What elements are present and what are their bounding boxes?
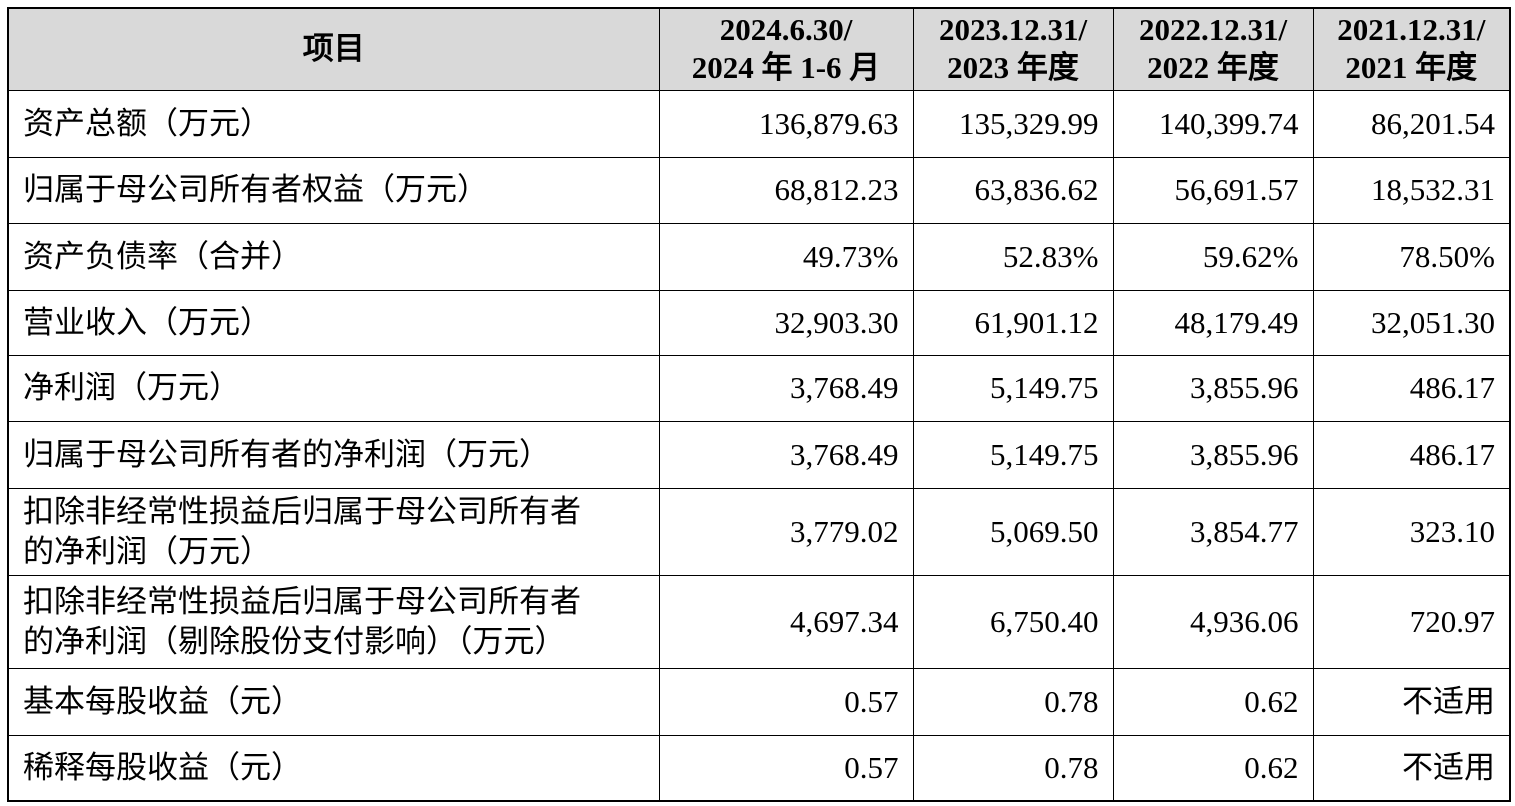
table-row: 资产负债率（合并） 49.73% 52.83% 59.62% 78.50%	[7, 222, 1511, 291]
value-cell: 486.17	[1312, 420, 1511, 489]
cell-line: 净利润（万元）	[23, 370, 240, 405]
cell-line: 2024 年 1-6 月	[691, 50, 881, 86]
value-cell: 5,149.75	[912, 354, 1114, 422]
table-row: 资产总额（万元） 136,879.63 135,329.99 140,399.74 86…	[7, 89, 1511, 158]
value-cell: 3,779.02	[658, 487, 914, 576]
cell-line: 项目	[302, 31, 365, 67]
row-label: 归属于母公司所有者权益（万元）	[7, 156, 660, 224]
value-cell: 49.73%	[658, 222, 914, 291]
header-cell: 2022.12.31/2022 年度	[1112, 7, 1314, 91]
value-cell: 18,532.31	[1312, 156, 1511, 224]
value-cell: 52.83%	[912, 222, 1114, 291]
row-label: 扣除非经常性损益后归属于母公司所有者 的净利润（剔除股份支付影响）（万元）	[7, 574, 660, 669]
value-cell: 0.78	[912, 734, 1114, 802]
value-cell: 0.57	[658, 667, 914, 736]
value-cell: 3,854.77	[1112, 487, 1314, 576]
value-cell: 78.50%	[1312, 222, 1511, 291]
value-cell: 486.17	[1312, 354, 1511, 422]
value-cell: 63,836.62	[912, 156, 1114, 224]
cell-line: 2024.6.30/	[719, 12, 853, 48]
cell-line: 归属于母公司所有者的净利润（万元）	[23, 436, 550, 472]
value-cell: 61,901.12	[912, 289, 1114, 356]
value-cell: 59.62%	[1112, 222, 1314, 291]
row-label: 营业收入（万元）	[7, 289, 660, 356]
cell-line: 2023 年度	[947, 50, 1079, 86]
value-cell: 140,399.74	[1112, 89, 1314, 158]
table-container: 项目 2024.6.30/2024 年 1-6 月 2023.12.31/2023 …	[7, 7, 1511, 802]
value-cell: 3,855.96	[1112, 420, 1314, 489]
cell-line: 资产总额（万元）	[23, 105, 271, 141]
value-cell: 0.57	[658, 734, 914, 802]
row-label: 稀释每股收益（元）	[7, 734, 660, 802]
value-cell: 不适用	[1312, 734, 1511, 802]
header-cell: 2021.12.31/2021 年度	[1312, 7, 1511, 91]
value-cell: 68,812.23	[658, 156, 914, 224]
table-body: 资产总额（万元） 136,879.63 135,329.99 140,399.74 86…	[7, 89, 1511, 802]
value-cell: 5,069.50	[912, 487, 1114, 576]
table-row: 净利润（万元） 3,768.49 5,149.75 3,855.96 486.17	[7, 354, 1511, 422]
value-cell: 0.78	[912, 667, 1114, 736]
value-cell: 5,149.75	[912, 420, 1114, 489]
header-cell: 项目	[7, 7, 660, 91]
value-cell: 3,768.49	[658, 420, 914, 489]
cell-line: 营业收入（万元）	[23, 304, 271, 340]
row-label: 归属于母公司所有者的净利润（万元）	[7, 420, 660, 489]
cell-line: 扣除非经常性损益后归属于母公司所有者	[23, 583, 581, 619]
value-cell: 135,329.99	[912, 89, 1114, 158]
table-row: 扣除非经常性损益后归属于母公司所有者 的净利润（剔除股份支付影响）（万元） 4,69…	[7, 574, 1511, 669]
table-row: 稀释每股收益（元） 0.57 0.78 0.62 不适用	[7, 734, 1511, 802]
value-cell: 86,201.54	[1312, 89, 1511, 158]
cell-line: 扣除非经常性损益后归属于母公司所有者	[23, 493, 581, 529]
row-label: 资产负债率（合并）	[7, 222, 660, 291]
cell-line: 资产负债率（合并）	[23, 238, 302, 274]
value-cell: 不适用	[1312, 667, 1511, 736]
header-row: 项目 2024.6.30/2024 年 1-6 月 2023.12.31/2023 …	[7, 7, 1511, 91]
value-cell: 56,691.57	[1112, 156, 1314, 224]
table-row: 扣除非经常性损益后归属于母公司所有者 的净利润（万元） 3,779.02 5,069.…	[7, 487, 1511, 576]
value-cell: 0.62	[1112, 734, 1314, 802]
cell-line: 2022 年度	[1147, 50, 1279, 86]
table-row: 营业收入（万元） 32,903.30 61,901.12 48,179.49 32,05…	[7, 289, 1511, 356]
value-cell: 323.10	[1312, 487, 1511, 576]
value-cell: 4,936.06	[1112, 574, 1314, 669]
cell-line: 稀释每股收益（元）	[23, 749, 302, 785]
row-label: 扣除非经常性损益后归属于母公司所有者 的净利润（万元）	[7, 487, 660, 576]
value-cell: 32,051.30	[1312, 289, 1511, 356]
header-cell: 2024.6.30/2024 年 1-6 月	[658, 7, 914, 91]
cell-line: 的净利润（万元）	[23, 533, 271, 569]
value-cell: 4,697.34	[658, 574, 914, 669]
row-label: 净利润（万元）	[7, 354, 660, 422]
cell-line: 2022.12.31/	[1138, 12, 1288, 48]
row-label: 基本每股收益（元）	[7, 667, 660, 736]
value-cell: 0.62	[1112, 667, 1314, 736]
value-cell: 48,179.49	[1112, 289, 1314, 356]
table-row: 归属于母公司所有者的净利润（万元） 3,768.49 5,149.75 3,855.9…	[7, 420, 1511, 489]
value-cell: 32,903.30	[658, 289, 914, 356]
value-cell: 3,768.49	[658, 354, 914, 422]
table-row: 基本每股收益（元） 0.57 0.78 0.62 不适用	[7, 667, 1511, 736]
row-label: 资产总额（万元）	[7, 89, 660, 158]
header-cell: 2023.12.31/2023 年度	[912, 7, 1114, 91]
cell-line: 2023.12.31/	[938, 12, 1088, 48]
value-cell: 720.97	[1312, 574, 1511, 669]
cell-line: 2021 年度	[1345, 50, 1478, 86]
table-row: 归属于母公司所有者权益（万元） 68,812.23 63,836.62 56,691.…	[7, 156, 1511, 224]
value-cell: 136,879.63	[658, 89, 914, 158]
cell-line: 2021.12.31/	[1337, 12, 1486, 48]
cell-line: 归属于母公司所有者权益（万元）	[23, 172, 488, 207]
value-cell: 3,855.96	[1112, 354, 1314, 422]
cell-line: 的净利润（剔除股份支付影响）（万元）	[23, 623, 566, 659]
cell-line: 基本每股收益（元）	[23, 683, 302, 719]
financial-table: 项目 2024.6.30/2024 年 1-6 月 2023.12.31/2023 …	[7, 7, 1511, 802]
value-cell: 6,750.40	[912, 574, 1114, 669]
